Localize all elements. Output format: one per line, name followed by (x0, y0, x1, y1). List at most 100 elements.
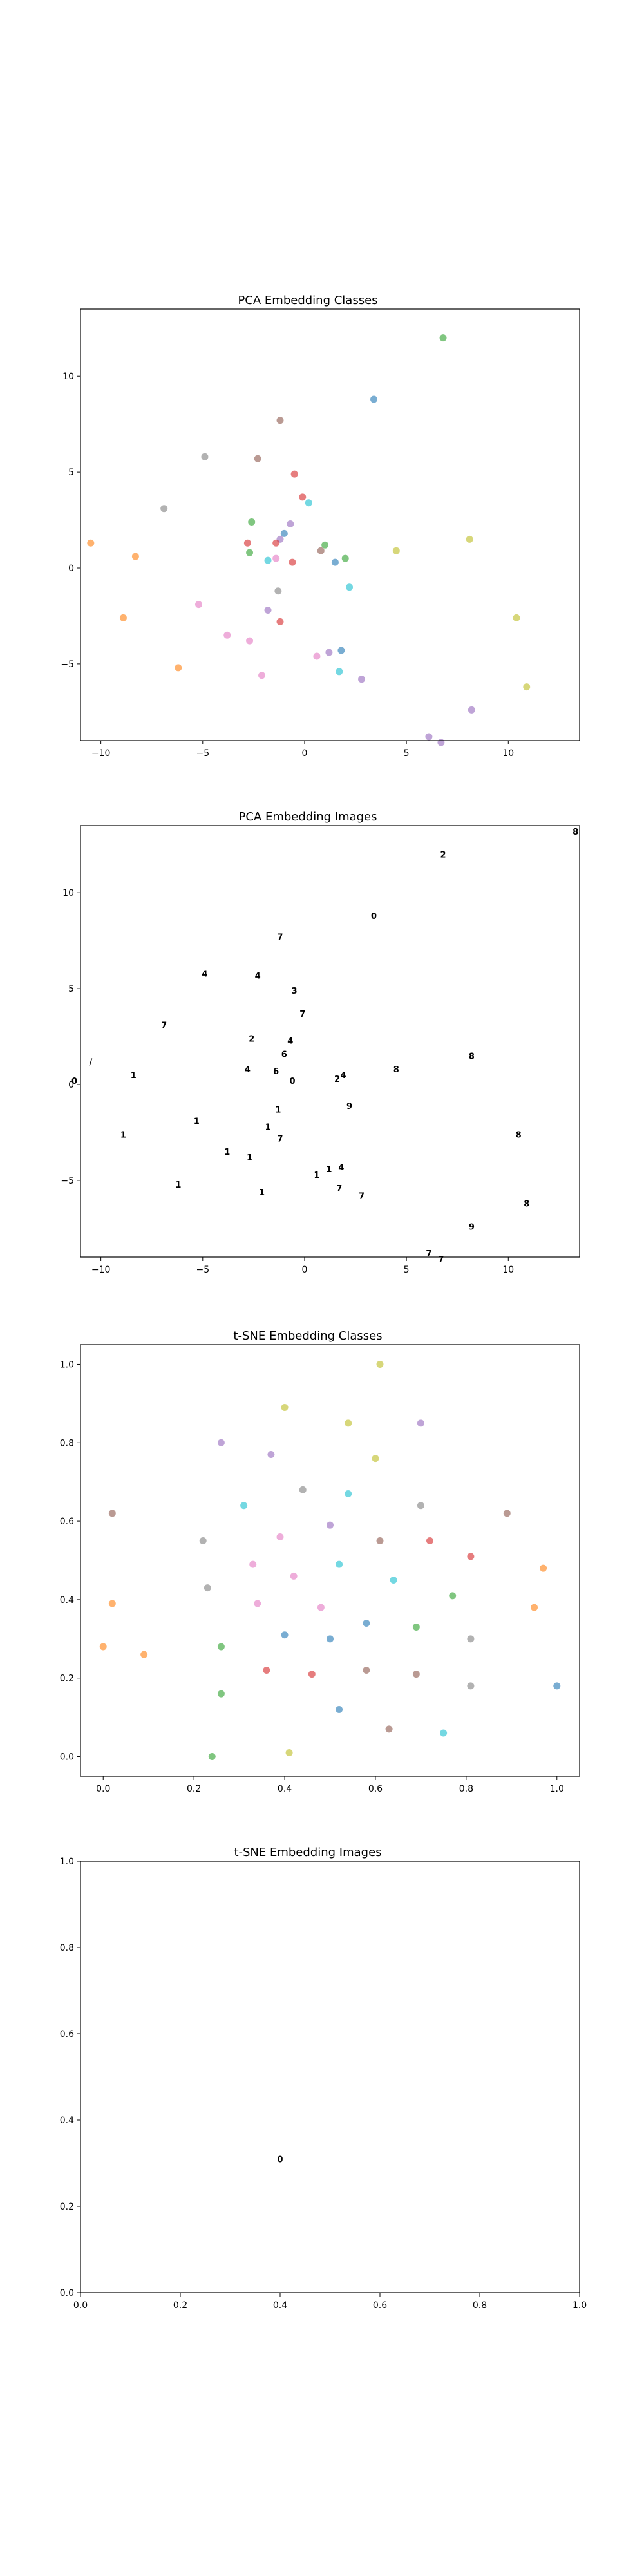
scatter-point (363, 1667, 370, 1674)
scatter-point (199, 1537, 207, 1545)
scatter-point (290, 1572, 298, 1580)
digit-thumbnail: 7 (359, 1192, 365, 1202)
x-tick-label: 0 (301, 748, 307, 759)
digit-thumbnail: 7 (426, 1249, 431, 1259)
digit-thumbnail: 7 (161, 1021, 167, 1031)
scatter-point (327, 1521, 334, 1529)
scatter-point (390, 1576, 397, 1584)
scatter-point (346, 583, 354, 591)
chart-pca-classes: PCA Embedding Classes −10 −5 0 5 10 −5 0 5 10 (61, 294, 580, 759)
y-tick-label: 0.4 (60, 2116, 74, 2126)
scatter-point (308, 1671, 316, 1678)
digit-thumbnail: 4 (341, 1071, 346, 1081)
scatter-point (285, 1748, 293, 1756)
x-tick-label: 0.8 (459, 1784, 473, 1794)
scatter-point (321, 541, 329, 549)
scatter-point (467, 1682, 475, 1690)
scatter-point (531, 1604, 538, 1611)
y-tick-label: 0 (68, 564, 74, 574)
x-tick-label: −5 (196, 1265, 209, 1275)
scatter-point (313, 652, 321, 660)
y-tick-label: 1.0 (60, 1359, 74, 1370)
scatter-point (287, 520, 294, 528)
digit-thumbnail: 4 (202, 969, 207, 979)
x-tick-label: 0.4 (278, 1784, 292, 1794)
digit-thumbnail: 4 (287, 1037, 293, 1046)
scatter-point (243, 539, 251, 547)
scatter-point (263, 1667, 270, 1674)
scatter-point (246, 637, 254, 645)
x-tick-label: 0.6 (368, 1784, 383, 1794)
x-tick-label: 0.0 (73, 2300, 88, 2311)
x-tick-label: 0.2 (173, 2300, 187, 2311)
scatter-point (223, 631, 231, 639)
x-tick-label: −10 (91, 1265, 111, 1275)
plot-frame (80, 1344, 580, 1777)
digit-thumbnail: 0 (289, 1077, 295, 1086)
digit-thumbnail: 1 (131, 1071, 137, 1081)
y-tick-label: −5 (61, 659, 74, 670)
y-tick-label: 0.6 (60, 1517, 74, 1527)
scatter-point (468, 706, 475, 714)
scatter-point (208, 1753, 216, 1761)
scatter-point (276, 618, 284, 625)
scatter-point (254, 455, 261, 462)
y-tick-label: 0 (68, 1080, 74, 1090)
scatter-point (87, 539, 95, 547)
scatter-point (345, 1490, 352, 1497)
digit-thumbnail: 1 (194, 1117, 200, 1127)
scatter-point (140, 1651, 148, 1658)
digit-thumbnail: 4 (338, 1163, 344, 1173)
digit-thumbnail: 1 (175, 1180, 181, 1190)
scatter-point (392, 547, 400, 554)
y-tick-label: 5 (68, 984, 74, 994)
scatter-point (246, 549, 254, 556)
chart-title: t-SNE Embedding Images (234, 1846, 381, 1859)
digit-thumbnail: 7 (299, 1010, 305, 1019)
y-tick-label: 5 (68, 468, 74, 478)
digit-thumbnail: 6 (281, 1050, 287, 1059)
scatter-point (417, 1419, 424, 1427)
digit-thumbnail: 7 (438, 1255, 444, 1265)
scatter-point (325, 649, 333, 656)
chart-title: t-SNE Embedding Classes (233, 1329, 382, 1343)
plot-frame (80, 1861, 580, 2293)
y-tick-label: 0.8 (60, 1943, 74, 1953)
plot-frame (80, 825, 580, 1258)
digit-thumbnail: 1 (120, 1130, 126, 1140)
digit-thumbnail: 1 (326, 1165, 332, 1175)
x-tick-label: 0 (301, 1265, 307, 1275)
scatter-point (99, 1643, 107, 1651)
scatter-marks (87, 334, 531, 746)
scatter-point (299, 1486, 307, 1493)
scatter-point (540, 1564, 547, 1572)
digit-thumbnail: 4 (255, 971, 261, 981)
digit-thumbnail: / (89, 1057, 92, 1067)
scatter-point (345, 1419, 352, 1427)
scatter-point (358, 676, 366, 683)
y-tick-label: 1.0 (60, 1857, 74, 1867)
digit-thumbnail: 8 (393, 1065, 399, 1075)
scatter-point (276, 417, 284, 424)
x-tick-label: 5 (404, 748, 410, 759)
digit-thumbnail: 1 (247, 1153, 252, 1163)
scatter-point (248, 518, 256, 526)
scatter-point (108, 1600, 116, 1607)
scatter-point (194, 601, 202, 609)
digit-thumbnail: 6 (273, 1067, 279, 1077)
scatter-point (281, 1403, 289, 1411)
scatter-point (240, 1502, 248, 1510)
scatter-point (290, 470, 298, 478)
x-tick-label: 10 (502, 748, 514, 759)
scatter-point (131, 553, 139, 560)
y-tick-label: 0.4 (60, 1595, 74, 1605)
scatter-point (412, 1624, 420, 1631)
digit-thumbnail: 2 (334, 1075, 340, 1084)
y-tick-label: 0.0 (60, 1752, 74, 1763)
x-tick-label: 0.4 (273, 2300, 287, 2311)
y-tick-label: 0.6 (60, 2029, 74, 2040)
